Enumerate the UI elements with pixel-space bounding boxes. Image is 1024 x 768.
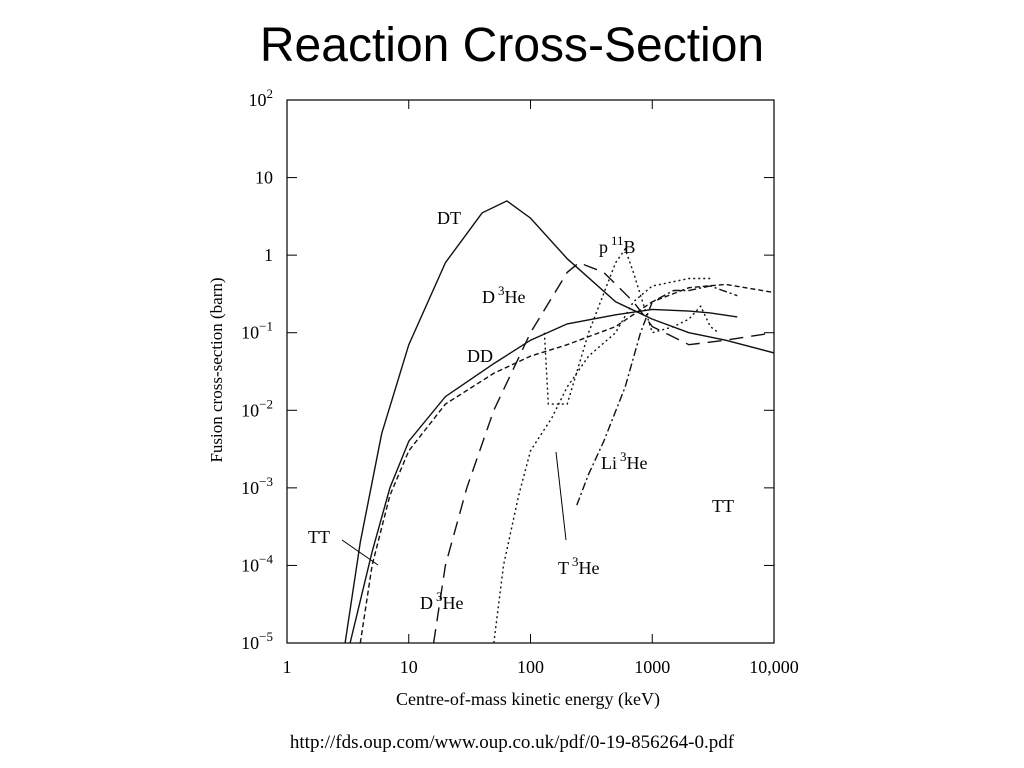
- annotation-label: Li 3He: [601, 449, 648, 473]
- x-tick-label: 1: [283, 657, 292, 677]
- x-tick-label: 1000: [634, 657, 670, 677]
- y-tick-label: 1: [264, 245, 273, 265]
- series-line-DD: [349, 308, 738, 643]
- x-tick-label: 10,000: [749, 657, 799, 677]
- annotation-label: D 3He: [482, 283, 526, 307]
- annotation-label: DT: [437, 208, 461, 228]
- series-line-DT: [344, 200, 774, 643]
- source-url: http://fds.oup.com/www.oup.co.uk/pdf/0-1…: [289, 732, 735, 753]
- y-tick-label: 10−5: [241, 629, 273, 653]
- annotation-label: p 11B: [599, 233, 636, 257]
- y-tick-label: 102: [249, 86, 274, 110]
- annotation-label: TT: [308, 527, 330, 547]
- series-line-Li³He: [576, 285, 738, 506]
- annotation-label: DD: [467, 346, 493, 366]
- plot-area: 1 10 100 1000 10,000 102 10 1 10−1 10−2 10−3 10−4 10…: [241, 86, 799, 677]
- x-axis-label: Centre-of-mass kinetic energy (keV): [396, 689, 660, 710]
- annotation-label: T 3He: [558, 554, 600, 578]
- annotation-label: D 3He: [420, 589, 464, 613]
- series-line-TT: [359, 283, 774, 643]
- y-tick-label: 10−2: [241, 396, 273, 420]
- y-tick-label: 10−4: [241, 551, 273, 575]
- x-tick-label: 100: [517, 657, 544, 677]
- series-line-p¹¹B: [543, 247, 719, 405]
- y-tick-label: 10−3: [241, 474, 273, 498]
- y-tick-label: 10−1: [241, 319, 273, 343]
- slide-title: Reaction Cross-Section: [259, 19, 765, 72]
- t3he-leader-line: [555, 451, 567, 541]
- y-tick-label: 10: [255, 168, 273, 188]
- annotation-label: TT: [712, 496, 734, 516]
- series-line-D³He: [432, 261, 774, 643]
- x-tick-label: 10: [400, 657, 418, 677]
- tt-leader-line: [341, 539, 379, 566]
- y-axis-label: Fusion cross-section (barn): [207, 277, 226, 462]
- plot-frame: [286, 99, 775, 644]
